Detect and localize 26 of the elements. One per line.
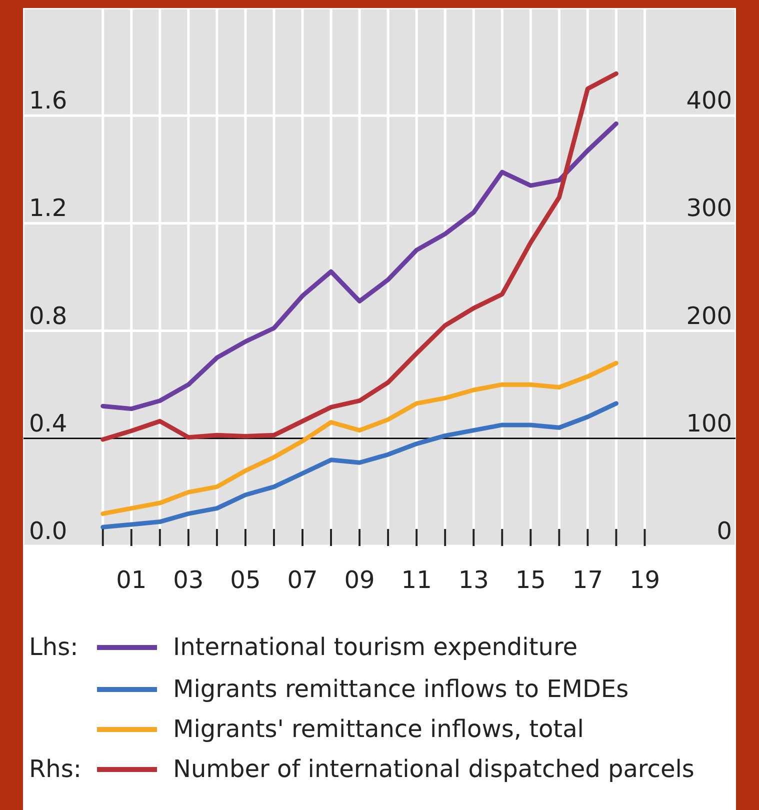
legend-label: Migrants remittance inflows to EMDEs bbox=[173, 674, 629, 705]
y2-tick-label: 0 bbox=[716, 517, 732, 545]
x-tick-label: 05 bbox=[230, 566, 261, 594]
y-tick-label: 0.4 bbox=[29, 409, 68, 438]
legend-label: Migrants' remittance inflows, total bbox=[173, 714, 584, 745]
x-tick-label: 13 bbox=[458, 566, 489, 594]
y2-tick-label: 200 bbox=[686, 302, 732, 330]
x-tick-label: 11 bbox=[401, 566, 432, 594]
y2-tick-label: 300 bbox=[686, 194, 732, 222]
text: Lhs: bbox=[28, 632, 80, 663]
y2-tick-label: 400 bbox=[686, 86, 732, 115]
x-tick-label: 09 bbox=[344, 566, 375, 594]
x-tick-label: 07 bbox=[287, 566, 318, 594]
y-tick-label: 1.6 bbox=[29, 86, 68, 115]
x-tick-label: 03 bbox=[173, 566, 204, 594]
y-tick-label: 0.0 bbox=[29, 517, 68, 545]
x-tick-label: 01 bbox=[116, 566, 147, 594]
text: Rhs: bbox=[28, 754, 82, 785]
x-tick-label: 15 bbox=[515, 566, 546, 594]
x-tick-label: 17 bbox=[572, 566, 603, 594]
legend-label: Number of international dispatched parcels bbox=[173, 754, 694, 785]
y2-tick-label: 100 bbox=[686, 409, 732, 438]
y-tick-label: 1.2 bbox=[29, 194, 68, 222]
y-tick-label: 0.8 bbox=[29, 302, 68, 330]
x-tick-label: 19 bbox=[629, 566, 660, 594]
legend-label: International tourism expenditure bbox=[173, 632, 578, 663]
